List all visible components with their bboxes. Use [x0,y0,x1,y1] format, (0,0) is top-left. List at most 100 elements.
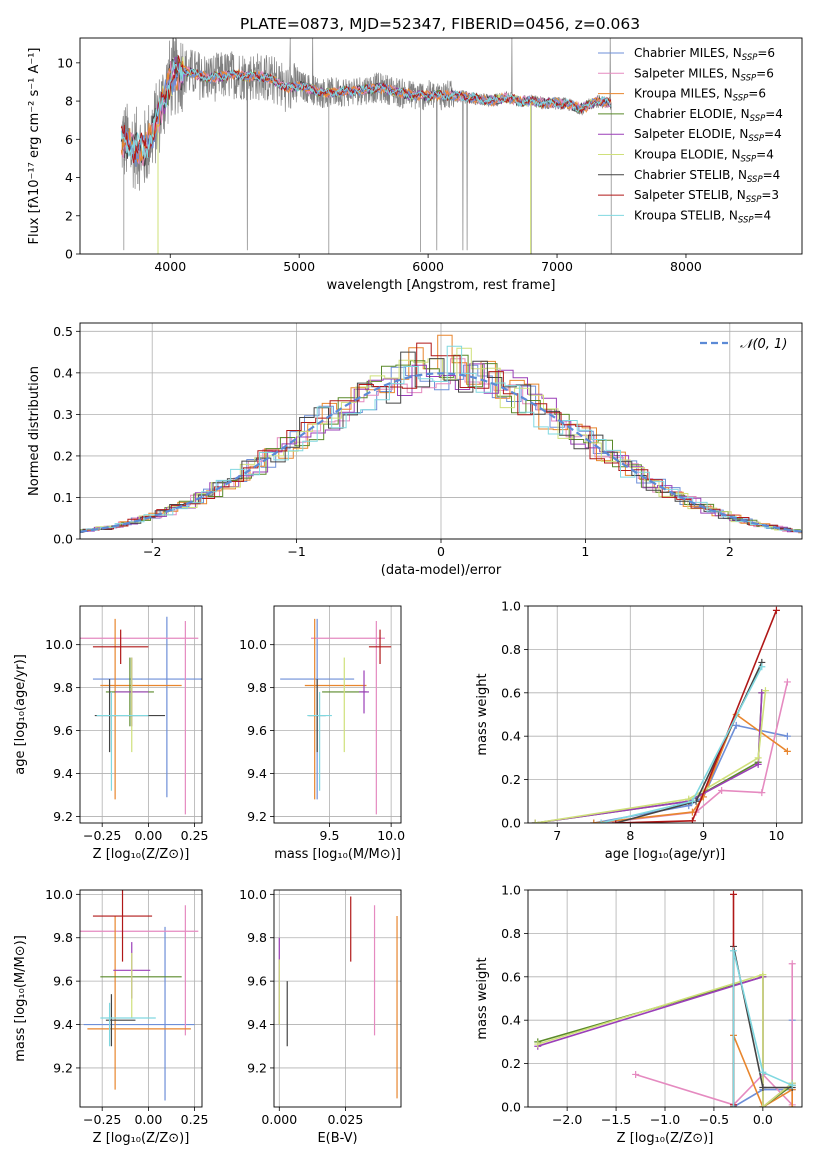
y-tick-label: 10 [57,55,73,70]
legend-subscript: SSP [746,195,762,205]
legend-subscript: SSP [733,94,749,104]
axes-frame [527,889,803,1108]
y-tick-label: 0.8 [501,642,521,657]
plot-area [280,618,392,815]
y-axis-label: mass [log₁₀(M/M⊙)] [13,935,28,1062]
y-tick-label: 9.6 [247,723,267,738]
series-marker [730,1103,737,1107]
series-line [537,973,793,1107]
panel-mass-vs-Z: −0.25 0.00 0.25 9.2 9.4 9.6 9.8 10.0 Z [log₁₀(Z/… [13,887,209,1146]
legend-entry: Kroupa ELODIE, NSSP=4 [634,148,774,165]
legend-count: =6 [756,66,774,80]
y-tick-label: 1.0 [501,883,521,898]
y-tick-label: 9.2 [247,809,267,824]
series-marker [531,819,539,823]
axes-frame [79,889,203,1108]
x-tick-label: 0.25 [181,828,209,843]
x-tick-label: 9 [699,828,707,843]
plot-area [80,890,199,1101]
x-tick-label: −1.5 [601,1112,631,1127]
axis-ticks: −2.0 −1.5 −1.0 −0.5 0.0 0.0 0.2 0.4 0.6 0.8 1.0 [501,883,773,1128]
axis-ticks: 4000 5000 6000 7000 8000 0 2 4 6 8 10 [57,55,702,274]
plot-area [120,38,612,254]
y-tick-label: 9.8 [247,930,267,945]
histogram-kroupa-elodie [80,347,802,533]
x-tick-label: 10 [768,828,784,843]
series-salpeter-stelib [612,606,780,823]
model-spectrum-chabrier-miles [121,63,612,167]
y-tick-label: 9.2 [247,1060,267,1075]
y-tick-label: 9.4 [53,1017,73,1032]
legend-subscript: SSP [748,134,764,144]
x-tick-label: 6000 [412,259,444,274]
y-tick-label: 8 [65,94,73,109]
series-marker [759,971,767,979]
axis-ticks: 0.000 0.025 9.2 9.4 9.6 9.8 10.0 [239,887,363,1127]
y-tick-label: 2 [65,208,73,223]
x-tick-label: −0.5 [699,1112,729,1127]
x-tick-label: −2 [143,544,161,559]
series-line [535,692,763,823]
legend-label: 𝒩(0, 1) [740,337,787,352]
y-tick-label: 9.6 [247,974,267,989]
series-kroupa-elodie [531,687,769,823]
y-tick-label: 1.0 [501,599,521,614]
y-tick-label: 9.4 [53,766,73,781]
y-tick-label: 0.2 [53,448,73,463]
axes-frame [273,889,402,1108]
legend-subscript: SSP [741,155,757,165]
model-spectrum-kroupa-stelib [120,60,612,160]
legend-subscript: SSP [741,73,757,83]
panel-age-vs-mass: 9.5 10.0 9.2 9.4 9.6 9.8 10.0 mass [log₁₀(M/M⊙)… [239,605,405,862]
legend-label: Salpeter ELODIE, N [634,127,748,141]
y-tick-label: 9.8 [247,680,267,695]
series-marker [612,819,620,823]
legend-subscript: SSP [738,215,754,225]
series-marker [759,1103,767,1107]
series-marker [632,1070,640,1078]
axis-ticks: −0.25 0.00 0.25 9.2 9.4 9.6 9.8 10.0 [45,637,208,843]
series-marker [758,789,766,797]
y-axis-label: age [log₁₀(age/yr)] [13,654,28,775]
x-tick-label: 7000 [541,259,573,274]
x-tick-label: 0.000 [261,1112,297,1127]
legend-entry: Kroupa STELIB, NSSP=4 [634,208,771,225]
y-axis-label: mass weight [475,673,490,755]
observed-spectrum [120,38,612,251]
x-tick-label: 7 [553,828,561,843]
axis-ticks: 7 8 9 10 0.0 0.2 0.4 0.6 0.8 1.0 [501,599,784,844]
x-tick-label: −1.0 [650,1112,680,1127]
y-tick-label: 9.6 [53,723,73,738]
series-marker [772,606,780,614]
x-tick-label: −1 [287,544,305,559]
legend-label: Chabrier STELIB, N [634,168,747,182]
axis-ticks: −2 −1 0 1 2 0.0 0.1 0.2 0.3 0.4 0.5 [53,324,734,559]
y-tick-label: 0.4 [501,729,521,744]
y-tick-label: 0.6 [501,969,521,984]
x-tick-label: 0 [437,544,445,559]
x-tick-label: 9.5 [320,828,340,843]
y-tick-label: 0.4 [53,365,73,380]
series-line [593,713,788,823]
series-marker [718,786,726,794]
legend-label: Kroupa ELODIE, N [634,148,741,162]
series-line [535,692,763,823]
y-tick-label: 0.0 [53,532,73,547]
legend-subscript: SSP [747,175,763,185]
legend-entry: Chabrier STELIB, NSSP=4 [634,168,780,185]
legend-label: Salpeter MILES, N [634,66,741,80]
y-tick-label: 9.2 [53,809,73,824]
y-axis-label: mass weight [475,957,490,1039]
x-axis-label: age [log₁₀(age/yr)] [605,847,726,862]
x-tick-label: 1 [581,544,589,559]
y-tick-label: 0.5 [53,324,73,339]
series-marker [754,760,762,768]
legend-entry: Chabrier ELODIE, NSSP=4 [634,107,783,124]
panel-residuals: −2 −1 0 1 2 0.0 0.1 0.2 0.3 0.4 0.5 (data-model)/er… [27,322,803,578]
legend-label: Chabrier MILES, N [634,46,742,60]
y-tick-label: 9.6 [53,974,73,989]
series-marker [759,1068,767,1076]
y-tick-label: 0.8 [501,926,521,941]
y-tick-label: 0.0 [501,1100,521,1115]
